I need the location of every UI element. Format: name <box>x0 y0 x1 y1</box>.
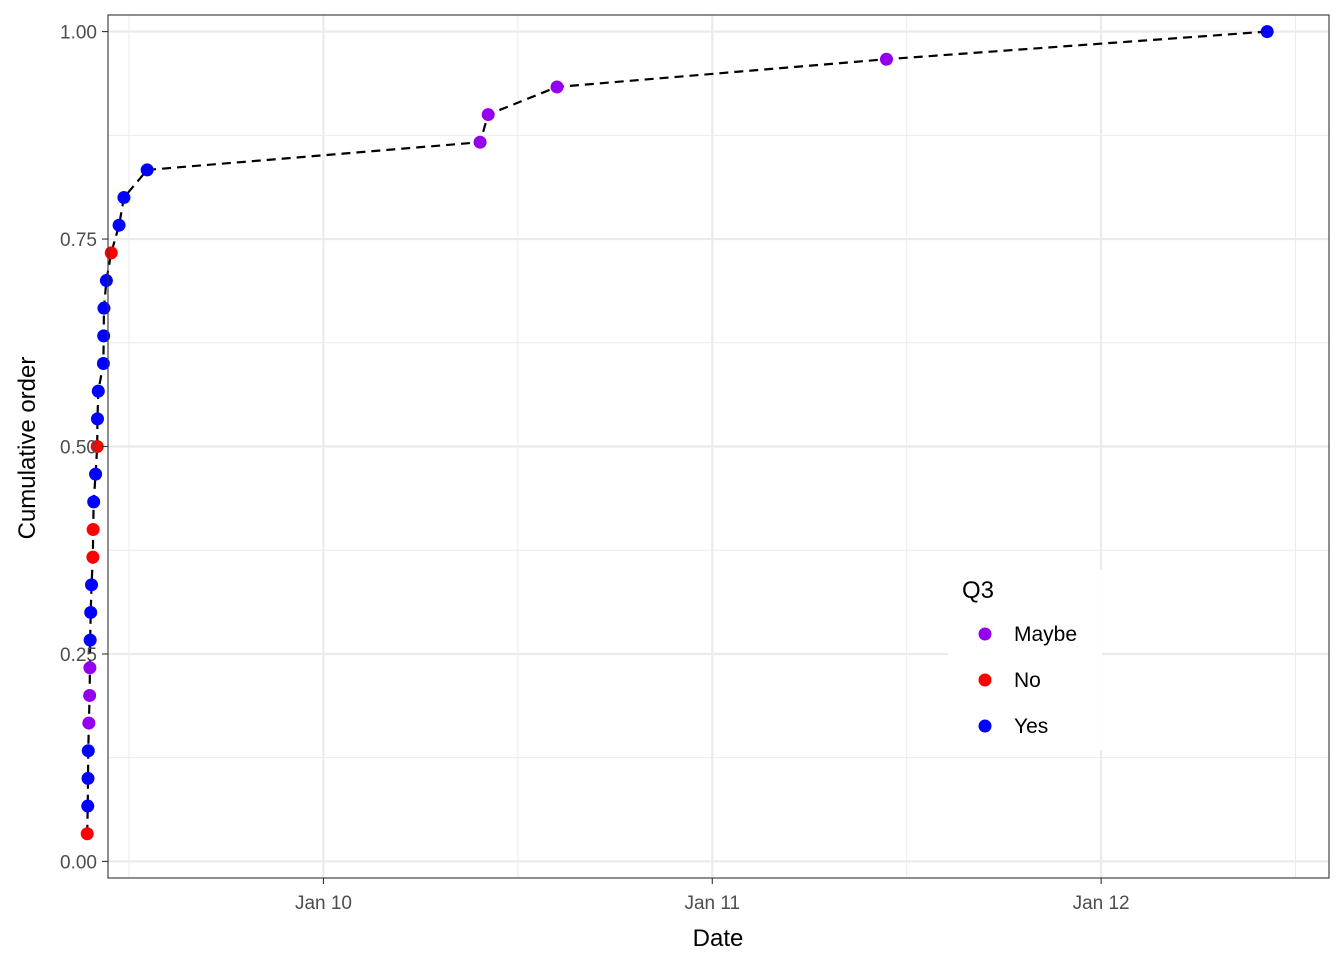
legend-label-yes: Yes <box>1014 715 1048 738</box>
data-point-maybe <box>83 688 97 702</box>
legend-label-maybe: Maybe <box>1014 623 1077 646</box>
data-point-maybe <box>83 661 97 675</box>
data-point-yes <box>96 357 110 371</box>
data-point-yes <box>89 467 103 481</box>
x-axis-title: Date <box>693 925 744 952</box>
data-point-no <box>90 440 104 453</box>
y-axis-title: Cumulative order <box>14 357 41 540</box>
y-axis: 0.00 0.25 0.50 0.75 1.00 <box>60 23 108 873</box>
data-point-maybe <box>481 108 495 122</box>
data-point-no <box>104 246 118 260</box>
grid-major <box>108 15 1329 878</box>
data-point-maybe <box>473 135 487 149</box>
grid-minor <box>108 15 1329 878</box>
y-tick-label: 1.00 <box>60 23 97 44</box>
data-point-yes <box>81 771 95 785</box>
y-tick-label: 0.50 <box>60 438 97 459</box>
data-point-no <box>86 550 100 564</box>
legend-title: Q3 <box>962 577 994 604</box>
data-points <box>80 25 1274 841</box>
data-point-yes <box>112 218 126 232</box>
y-tick-label: 0.00 <box>60 852 97 873</box>
data-point-yes <box>97 329 111 343</box>
data-point-yes <box>83 633 97 647</box>
data-point-yes <box>117 191 131 205</box>
data-point-yes <box>1260 25 1274 39</box>
data-point-maybe <box>82 716 96 730</box>
data-point-yes <box>85 578 99 592</box>
legend: Q3 Maybe No Yes <box>948 570 1102 750</box>
data-point-yes <box>90 412 104 426</box>
data-point-maybe <box>879 52 893 66</box>
x-axis: Jan 10 Jan 11 Jan 12 <box>295 878 1130 914</box>
data-point-yes <box>140 163 154 177</box>
data-point-yes <box>99 274 113 288</box>
x-tick-label: Jan 11 <box>684 893 740 914</box>
data-point-maybe <box>550 80 564 94</box>
data-point-no <box>86 522 100 536</box>
x-tick-label: Jan 10 <box>295 893 352 914</box>
legend-key-maybe <box>978 627 992 641</box>
y-tick-label: 0.25 <box>60 645 97 666</box>
legend-key-no <box>978 673 992 687</box>
y-tick-label: 0.75 <box>60 230 97 251</box>
data-point-yes <box>81 799 95 813</box>
data-point-no <box>80 827 94 841</box>
legend-background <box>948 570 1102 750</box>
legend-entries: Maybe No Yes <box>978 623 1077 738</box>
data-point-yes <box>87 495 101 509</box>
data-point-yes <box>81 744 95 758</box>
data-point-yes <box>84 605 98 619</box>
x-tick-label: Jan 12 <box>1073 893 1130 914</box>
legend-key-yes <box>978 719 992 733</box>
legend-label-no: No <box>1014 669 1041 692</box>
data-point-yes <box>91 384 105 398</box>
data-point-yes <box>97 301 111 315</box>
